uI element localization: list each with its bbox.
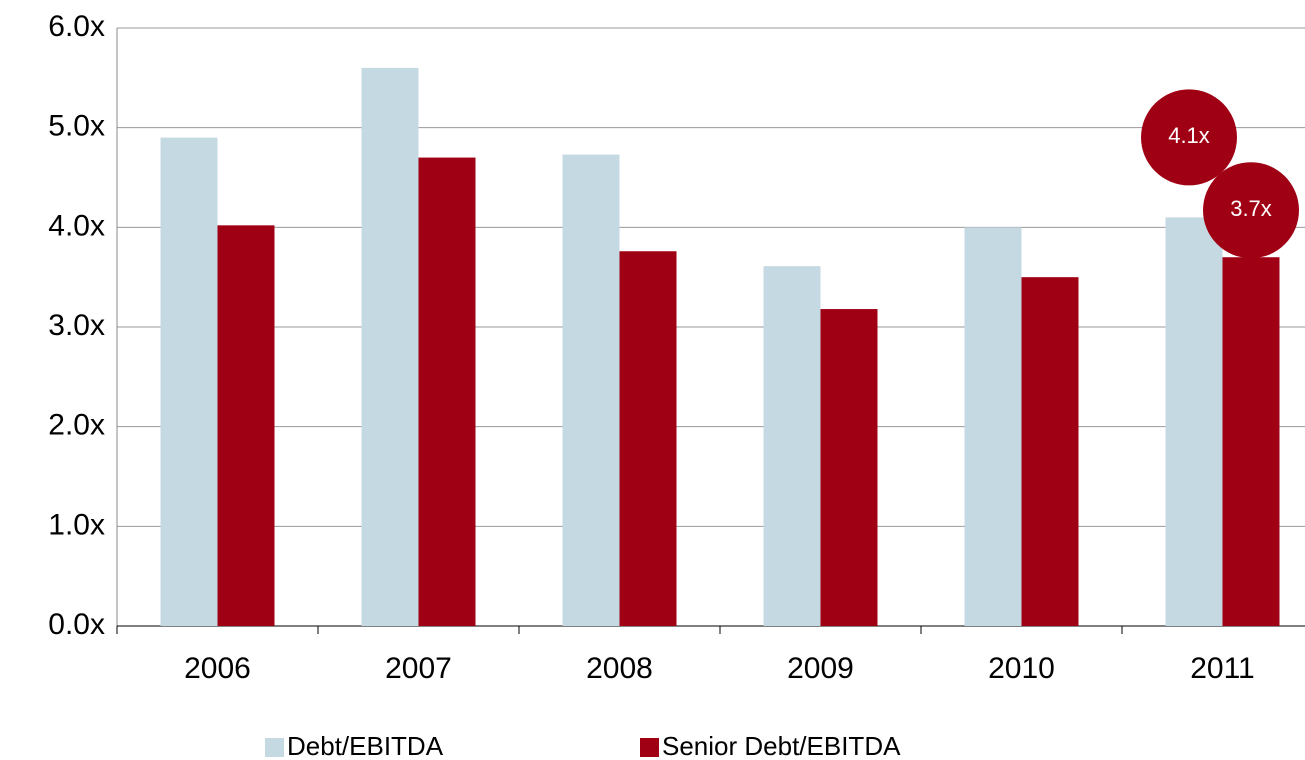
legend-label: Debt/EBITDA [287, 731, 444, 760]
bar [562, 154, 620, 626]
bar [964, 227, 1022, 627]
bar [217, 225, 275, 626]
y-tick-label: 1.0x [48, 508, 105, 541]
bar [763, 266, 821, 626]
x-tick-label: 2008 [586, 652, 653, 685]
bar [820, 309, 878, 626]
bar [1165, 217, 1223, 626]
bar [418, 157, 476, 627]
y-tick-label: 2.0x [48, 409, 105, 442]
value-label: 4.1x [1168, 123, 1210, 148]
y-tick-label: 4.0x [48, 209, 105, 242]
y-tick-label: 5.0x [48, 110, 105, 143]
label-bubble [1141, 89, 1237, 186]
legend-label: Senior Debt/EBITDA [662, 731, 901, 760]
y-tick-label: 3.0x [48, 309, 105, 342]
bar [1222, 257, 1280, 626]
x-tick-label: 2006 [184, 652, 251, 685]
bar [1021, 277, 1079, 626]
label-bubble [1203, 162, 1299, 259]
bar [619, 251, 677, 626]
x-tick-label: 2007 [385, 652, 452, 685]
y-tick-label: 0.0x [48, 608, 105, 641]
x-tick-label: 2009 [787, 652, 854, 685]
bar [160, 137, 218, 626]
y-tick-label: 6.0x [48, 10, 105, 43]
value-label: 3.7x [1230, 196, 1272, 221]
x-tick-label: 2010 [988, 652, 1055, 685]
x-tick-label: 2011 [1190, 652, 1255, 685]
legend-swatch [640, 738, 659, 757]
legend-swatch [265, 738, 284, 757]
bar [361, 67, 419, 626]
